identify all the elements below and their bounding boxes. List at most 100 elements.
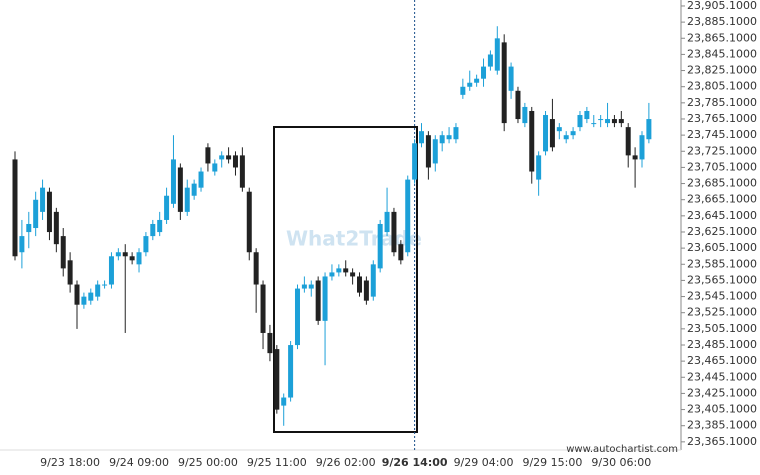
candle-body (226, 155, 232, 160)
candle-body (412, 143, 418, 180)
candle-body (95, 284, 101, 297)
y-tick-label: 23,885.1000 (687, 15, 757, 28)
candle-body (432, 139, 438, 164)
candle-body (446, 135, 452, 140)
candle-body (536, 155, 542, 180)
source: www.autochartist.com (566, 444, 678, 455)
candle-body (122, 252, 128, 257)
x-tick-label: 9/29 15:00 (522, 456, 582, 469)
candle-body (563, 135, 569, 140)
y-tick-label: 23,625.1000 (687, 225, 757, 238)
y-tick-label: 23,565.1000 (687, 273, 757, 286)
candle-body (33, 199, 39, 229)
x-tick-label: 9/23 18:00 (40, 456, 100, 469)
candle-body (329, 272, 335, 277)
candle-body (19, 236, 25, 253)
candle-body (205, 147, 211, 164)
candle-body (253, 252, 259, 285)
candle-body (556, 127, 562, 132)
candle-body (150, 223, 156, 237)
candle-body (198, 171, 204, 188)
candle-body (419, 131, 425, 144)
y-tick-label: 23,365.1000 (687, 435, 757, 448)
y-tick-label: 23,845.1000 (687, 47, 757, 60)
y-tick-label: 23,605.1000 (687, 241, 757, 254)
candle-body (494, 38, 500, 71)
candle-body (46, 191, 52, 233)
candle-body (639, 135, 645, 160)
y-tick-label: 23,525.1000 (687, 306, 757, 319)
candle-body (308, 284, 314, 289)
candle-body (184, 187, 190, 212)
y-tick-label: 23,485.1000 (687, 338, 757, 351)
candle-body (40, 187, 46, 212)
y-tick-label: 23,585.1000 (687, 257, 757, 270)
x-tick-label: 9/25 00:00 (178, 456, 238, 469)
candle-body (398, 244, 404, 261)
candle-body (102, 284, 108, 286)
candle-body (405, 179, 411, 253)
candle-body (598, 119, 604, 121)
candle-body (294, 288, 300, 346)
y-tick-label: 23,665.1000 (687, 193, 757, 206)
candle-body (281, 397, 287, 406)
candle-body (370, 264, 376, 297)
candle-body (625, 127, 631, 156)
candle-body (481, 66, 487, 79)
y-tick-label: 23,745.1000 (687, 128, 757, 141)
candle-body (170, 159, 176, 204)
candle-body (501, 42, 507, 124)
candle-body (136, 252, 142, 265)
candle-body (453, 127, 459, 140)
candle-body (363, 280, 369, 301)
y-tick-label: 23,785.1000 (687, 96, 757, 109)
candle-body (246, 191, 252, 253)
candle-body (12, 159, 18, 257)
candle-body (108, 256, 114, 285)
y-tick-label: 23,725.1000 (687, 144, 757, 157)
y-tick-label: 23,505.1000 (687, 322, 757, 335)
y-tick-label: 23,865.1000 (687, 31, 757, 44)
candle-body (267, 332, 273, 354)
candle-body (522, 106, 528, 124)
candle-body (549, 119, 555, 148)
candle-body (143, 236, 149, 253)
x-tick-label: 9/29 04:00 (454, 456, 514, 469)
candle-body (177, 167, 183, 212)
y-tick-label: 23,805.1000 (687, 80, 757, 93)
candle-body (508, 66, 514, 91)
x-tick-label: 9/26 14:00 (382, 456, 448, 469)
y-tick-label: 23,765.1000 (687, 112, 757, 125)
candle-body (529, 110, 535, 172)
candle-body (570, 131, 576, 136)
candle-body (487, 54, 493, 67)
y-tick-label: 23,425.1000 (687, 386, 757, 399)
candle-body (191, 183, 197, 196)
candle-body (611, 119, 617, 124)
candle-body (357, 276, 362, 293)
candle-body (577, 115, 583, 128)
candle-body (67, 260, 73, 285)
y-tick-label: 23,825.1000 (687, 64, 757, 77)
candle-body (260, 284, 266, 333)
x-tick-label: 9/30 06:00 (591, 456, 651, 469)
candle-body (543, 115, 549, 152)
candle-body (632, 155, 638, 160)
candle-body (232, 155, 238, 168)
candle-body (322, 276, 328, 321)
candle-body (115, 252, 121, 257)
y-tick-label: 23,705.1000 (687, 160, 757, 173)
candle-body (350, 272, 356, 277)
candle-body (88, 292, 94, 301)
candle-body (460, 86, 466, 95)
candle-body (53, 211, 59, 245)
candle-body (157, 219, 163, 233)
candle-body (288, 345, 294, 398)
y-tick-label: 23,685.1000 (687, 177, 757, 190)
candle-body (219, 155, 225, 160)
candle-body (391, 211, 397, 253)
candle-body (74, 284, 80, 305)
candle-body (618, 119, 624, 124)
